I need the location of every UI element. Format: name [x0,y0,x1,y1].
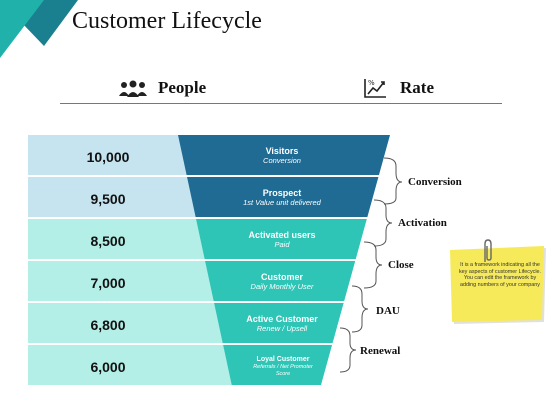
stage-detail: 1st Value unit delivered [243,198,321,207]
count-prospect: 9,500 [90,191,126,207]
stage-detail: Daily Monthly User [250,282,314,291]
funnel-stage-shape [214,303,344,343]
page-title: Customer Lifecycle [72,8,262,34]
transition-dau: DAU [376,305,400,317]
rate-chart-icon: % [364,79,386,98]
brace-close [363,241,383,289]
stage-loyal-customer: Loyal Customer Referrals / Net Promoter … [236,355,330,377]
stage-active-customer: Active Customer Renew / Upsell [222,314,342,333]
funnel-stage-shape [196,219,367,259]
svg-text:%: % [368,79,375,87]
brace-conversion [383,157,403,205]
stage-name: Prospect [262,188,302,198]
funnel-stage-shape [187,177,379,217]
stage-visitors: Visitors Conversion [212,146,352,165]
header-divider [60,103,502,104]
paperclip-icon [484,239,492,262]
transition-activation: Activation [398,217,447,229]
stage-name: Loyal Customer [256,356,310,363]
note-text: It is a framework indicating all the key… [458,262,542,288]
count-customer: 7,000 [90,275,126,291]
stage-detail: Paid [274,240,290,249]
count-loyal-customer: 6,000 [90,359,126,375]
stage-detail: Renew / Upsell [256,324,308,333]
transition-conversion: Conversion [408,176,462,188]
brace-activation [373,199,393,247]
row-band [28,345,264,385]
transition-renewal: Renewal [360,345,401,357]
sticky-note [450,246,546,324]
brace-renewal [339,327,357,373]
funnel-stage-shape [223,345,333,385]
stage-activated-users: Activated users Paid [212,230,352,249]
stage-detail: Conversion [263,156,301,165]
brace-dau [351,285,369,333]
stage-name: Visitors [265,146,299,156]
stage-name: Customer [260,272,303,282]
count-visitors: 10,000 [86,149,130,165]
funnel-stage-shape [178,135,390,175]
stage-customer: Customer Daily Monthly User [212,272,352,291]
people-heading: People [158,78,207,97]
stage-name: Activated users [248,230,316,240]
stage-detail: Referrals / Net Promoter Score [253,364,313,377]
transition-close: Close [388,259,414,271]
funnel-stage-shape [205,261,356,301]
people-group-icon [119,80,147,97]
count-active-customer: 6,800 [90,317,126,333]
rate-heading: Rate [400,78,434,97]
stage-prospect: Prospect 1st Value unit delivered [212,188,352,207]
count-activated-users: 8,500 [90,233,126,249]
corner-decoration [0,0,78,58]
stage-name: Active Customer [246,314,318,324]
